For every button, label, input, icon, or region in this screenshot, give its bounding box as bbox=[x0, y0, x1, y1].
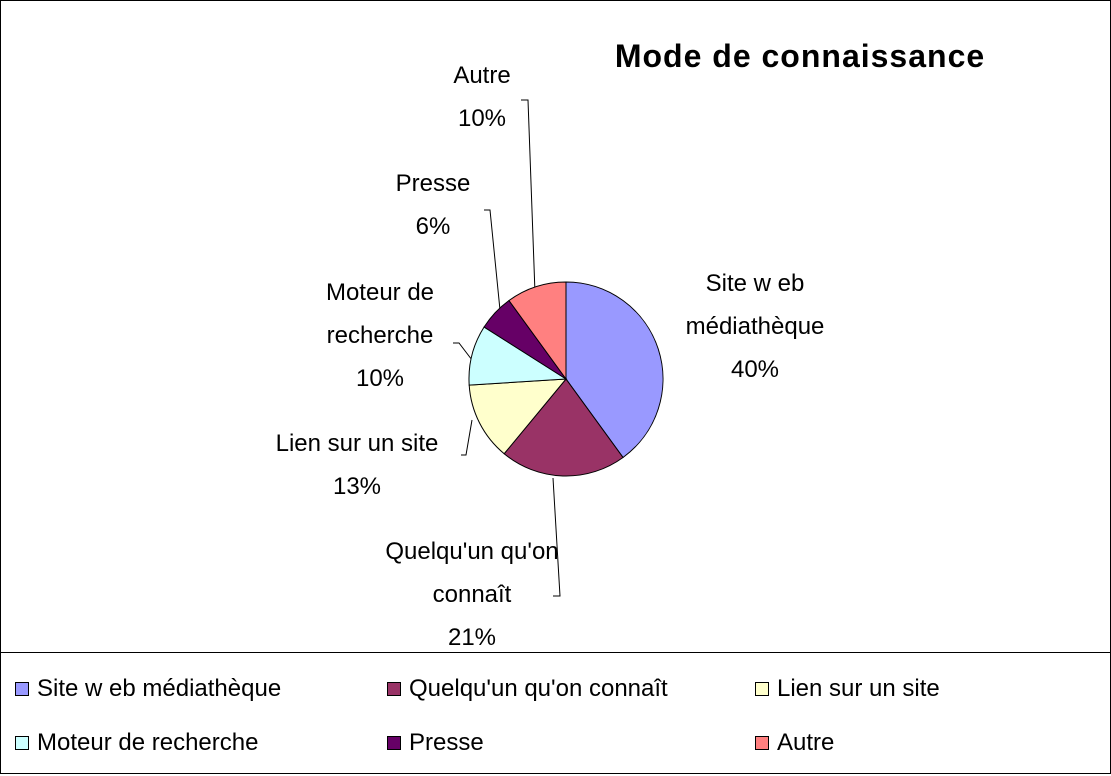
legend-item: Site w eb médiathèque bbox=[15, 674, 281, 704]
data-label: Quelqu'un qu'on connaît 21% bbox=[382, 530, 562, 659]
legend-label: Quelqu'un qu'on connaît bbox=[409, 675, 668, 702]
data-label: Lien sur un site 13% bbox=[237, 422, 477, 508]
legend-swatch bbox=[755, 736, 769, 750]
legend-item: Presse bbox=[387, 728, 484, 758]
legend-swatch bbox=[387, 736, 401, 750]
data-label-value: 40% bbox=[730, 356, 780, 383]
pie-slice bbox=[503, 378, 624, 477]
legend-swatch bbox=[15, 736, 29, 750]
data-label-value: 13% bbox=[332, 473, 382, 500]
legend-label: Presse bbox=[409, 729, 484, 756]
legend-item: Lien sur un site bbox=[755, 674, 940, 704]
legend-swatch bbox=[15, 682, 29, 696]
legend-swatch bbox=[755, 682, 769, 696]
data-label-name: Lien sur un site bbox=[275, 430, 439, 457]
chart-title: Mode de connaissance bbox=[614, 38, 986, 74]
data-label-value: 6% bbox=[415, 213, 451, 240]
legend-item: Quelqu'un qu'on connaît bbox=[387, 674, 668, 704]
legend-label: Autre bbox=[777, 729, 835, 756]
legend-label: Lien sur un site bbox=[777, 675, 940, 702]
data-label-name: Autre bbox=[453, 62, 511, 89]
legend-label: Moteur de recherche bbox=[37, 729, 259, 756]
leader-line bbox=[521, 99, 536, 294]
legend-item: Moteur de recherche bbox=[15, 728, 258, 758]
leader-line bbox=[461, 419, 473, 456]
data-label: Autre 10% bbox=[422, 54, 542, 140]
leader-lines bbox=[453, 99, 561, 597]
pie-slice bbox=[468, 378, 568, 455]
data-label-value: 10% bbox=[355, 365, 405, 392]
legend-item: Autre bbox=[755, 728, 834, 758]
legend-label: Site w eb médiathèque bbox=[37, 675, 282, 702]
data-label-name: Presse bbox=[395, 170, 471, 197]
leader-line bbox=[552, 477, 561, 597]
leader-line bbox=[453, 342, 473, 361]
pie-slice bbox=[565, 281, 664, 459]
data-label-value: 21% bbox=[447, 624, 497, 651]
data-label: Moteur de recherche 10% bbox=[300, 271, 460, 400]
data-label-name: Site w eb médiathèque bbox=[685, 270, 825, 340]
leader-line bbox=[484, 209, 501, 311]
data-label-name: Moteur de recherche bbox=[325, 279, 435, 349]
pie-slice bbox=[508, 281, 567, 381]
data-label: Site w eb médiathèque 40% bbox=[680, 262, 830, 391]
data-label-value: 10% bbox=[457, 105, 507, 132]
data-label: Presse 6% bbox=[373, 162, 493, 248]
data-label-name: Quelqu'un qu'on connaît bbox=[385, 538, 559, 608]
legend-swatch bbox=[387, 682, 401, 696]
